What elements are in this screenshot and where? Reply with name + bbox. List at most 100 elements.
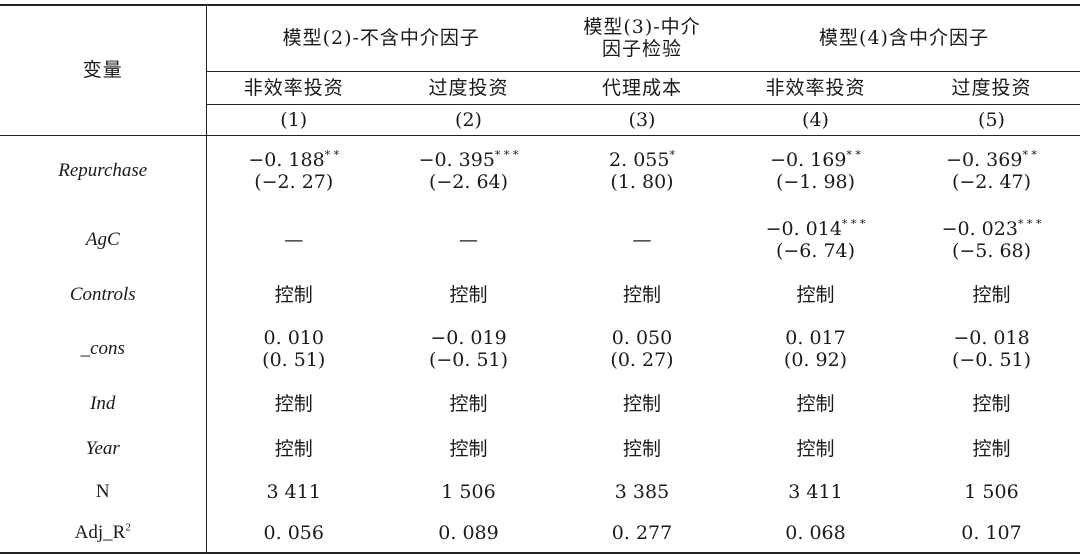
cell-value: —: [207, 229, 382, 251]
column-number: (2): [381, 103, 556, 135]
table-cell: −0. 169* * (−1. 98): [728, 134, 903, 207]
cell-value: 0. 010: [207, 327, 382, 349]
header-model-4: 模型(4)含中介因子: [728, 4, 1080, 71]
column-number: (4): [728, 103, 903, 135]
table-cell: 3 411: [728, 471, 903, 513]
cell-t-statistic: (−6. 74): [775, 240, 856, 262]
cell-value: 控制: [728, 284, 903, 306]
cell-coefficient: −0. 395: [418, 149, 495, 172]
table-row: Year 控制 控制 控制 控制 控制: [0, 427, 1080, 471]
row-label: _cons: [0, 317, 207, 381]
cell-coefficient: 0. 050: [611, 327, 673, 349]
significance-stars: * *: [324, 148, 340, 162]
cell-coefficient: −0. 188: [248, 149, 325, 172]
cell-coefficient: 控制: [622, 393, 661, 415]
cell-value: 控制: [207, 438, 382, 460]
subcol-header: 非效率投资: [728, 70, 903, 104]
table-cell: 1 506: [381, 471, 556, 513]
cell-value: 控制: [728, 393, 903, 415]
cell-value: −0. 369* *: [903, 149, 1080, 171]
cell-coefficient: −0. 023: [941, 218, 1018, 240]
header-model-3: 模型(3)-中介 因子检验: [556, 4, 728, 71]
cell-coefficient: 控制: [274, 393, 313, 415]
cell-value: −0. 019: [381, 327, 556, 349]
cell-coefficient: —: [459, 229, 478, 251]
cell-value: 控制: [903, 284, 1080, 306]
column-number: (1): [206, 103, 381, 135]
cell-value: 控制: [207, 284, 382, 306]
table-row: Repurchase −0. 188* * (−2. 27) −0. 395* * *…: [0, 134, 1080, 207]
table-cell: 控制: [556, 273, 728, 317]
cell-value: 0. 089: [381, 522, 556, 544]
row-label: N: [0, 471, 207, 513]
cell-t-statistic: (0. 27): [610, 349, 674, 371]
table-cell: 0. 017 (0. 92): [728, 317, 903, 381]
header-variable: 变量: [0, 4, 207, 135]
subcol-header: 过度投资: [381, 70, 556, 104]
cell-coefficient: 控制: [449, 393, 488, 415]
significance-stars: * *: [846, 148, 861, 162]
cell-coefficient: 1 506: [964, 481, 1019, 503]
cell-t-statistic: (0. 92): [783, 349, 848, 371]
cell-coefficient: —: [284, 229, 304, 251]
table-cell: 控制: [728, 273, 903, 317]
cell-value: −0. 395* * *: [381, 149, 556, 171]
column-number: (3): [556, 103, 728, 135]
table-cell: 控制: [556, 427, 728, 471]
table-cell: 控制: [728, 427, 903, 471]
table-cell: 1 506: [903, 471, 1080, 513]
table-row: Adj_R2 0. 056 0. 089 0. 277 0. 068 0. 107: [0, 513, 1080, 554]
cell-value: 控制: [903, 393, 1080, 415]
row-label-superscript: 2: [125, 521, 131, 534]
table-cell: 控制: [206, 427, 381, 471]
row-label-text: Adj_R: [74, 521, 126, 543]
cell-value: 2. 055*: [556, 149, 728, 171]
cell-value: 控制: [207, 393, 382, 415]
subcol-header: 过度投资: [903, 70, 1080, 104]
cell-value: 3 385: [556, 481, 728, 503]
table-cell: 0. 107: [903, 513, 1080, 554]
cell-value: 1 506: [903, 481, 1080, 503]
cell-coefficient: 控制: [274, 438, 313, 460]
header-model-3-line2: 因子检验: [601, 38, 682, 61]
cell-value: —: [556, 229, 728, 251]
cell-coefficient: 3 411: [788, 481, 843, 503]
cell-value: 控制: [903, 438, 1080, 460]
cell-value: 0. 107: [903, 522, 1080, 544]
significance-stars: * *: [1022, 148, 1037, 162]
header-row-models: 变量 模型(2)-不含中介因子 模型(3)-中介 因子检验 模型(4)含中介因子: [0, 4, 1080, 135]
cell-t-statistic: (0. 51): [262, 349, 326, 371]
table-cell: −0. 188* * (−2. 27): [206, 134, 381, 207]
regression-results-table: 变量 模型(2)-不含中介因子 模型(3)-中介 因子检验 模型(4)含中介因子…: [0, 4, 1080, 554]
row-label: Repurchase: [0, 134, 207, 207]
table-row: Controls 控制 控制 控制 控制 控制: [0, 273, 1080, 317]
cell-coefficient: 0. 277: [611, 521, 673, 544]
cell-coefficient: 控制: [622, 284, 661, 306]
cell-coefficient: 控制: [796, 438, 835, 460]
cell-value: 3 411: [207, 481, 382, 503]
table-cell: 控制: [903, 273, 1080, 317]
cell-coefficient: 3 411: [266, 481, 321, 503]
cell-value: 0. 068: [728, 522, 903, 544]
table-cell: 控制: [381, 427, 556, 471]
row-label: Controls: [0, 273, 207, 317]
table-cell: 0. 089: [381, 513, 556, 554]
table-cell: 3 411: [206, 471, 381, 513]
table-cell: —: [206, 207, 381, 273]
row-label: Adj_R2: [0, 513, 207, 554]
cell-coefficient: 控制: [449, 284, 488, 306]
cell-coefficient: 控制: [796, 284, 835, 306]
cell-value: 0. 017: [728, 327, 903, 349]
cell-t-statistic: (−0. 51): [951, 349, 1032, 371]
cell-value: 0. 277: [556, 522, 728, 544]
table-cell: 控制: [206, 273, 381, 317]
cell-value: −0. 018: [903, 327, 1080, 349]
table-row: N 3 411 1 506 3 385 3 411 1 506: [0, 471, 1080, 513]
row-label-text: _cons: [80, 338, 125, 359]
cell-coefficient: 控制: [972, 393, 1011, 415]
table-cell: 控制: [206, 381, 381, 427]
table-cell: 0. 056: [206, 513, 381, 554]
table-row: Ind 控制 控制 控制 控制 控制: [0, 381, 1080, 427]
cell-t-statistic: (−1. 98): [775, 171, 856, 194]
cell-coefficient: −0. 018: [953, 327, 1030, 349]
